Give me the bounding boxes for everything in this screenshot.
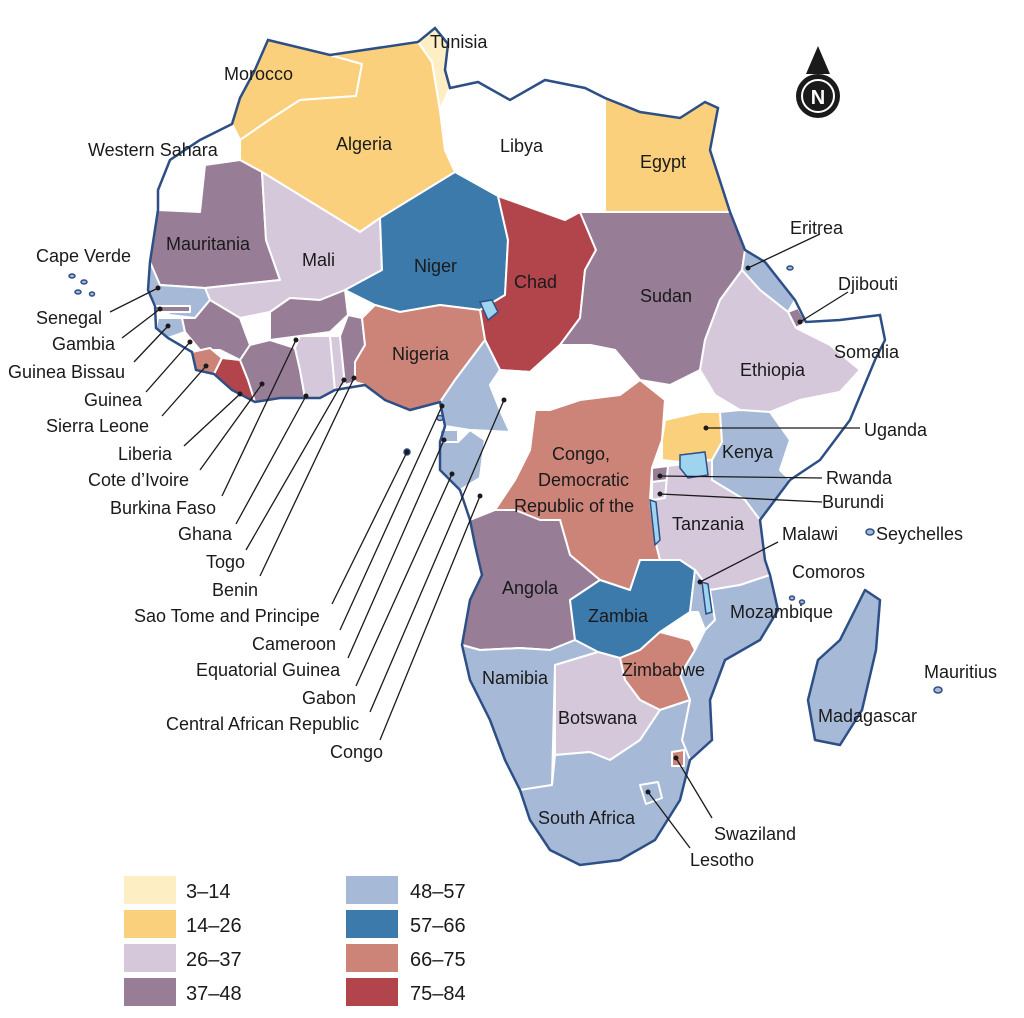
label-zambia: Zambia xyxy=(588,606,649,626)
legend-swatch-1 xyxy=(124,910,176,938)
legend-label-0: 3–14 xyxy=(186,881,231,903)
label-tanzania: Tanzania xyxy=(672,514,745,534)
label-ghana: Ghana xyxy=(178,524,233,544)
legend-label-4: 48–57 xyxy=(410,881,466,903)
legend-label-6: 66–75 xyxy=(410,949,466,971)
label-senegal: Senegal xyxy=(36,308,102,328)
label-botswana: Botswana xyxy=(558,708,638,728)
label-seychelles: Seychelles xyxy=(876,524,963,544)
label-sudan: Sudan xyxy=(640,286,692,306)
island-comoros-1 xyxy=(788,595,796,601)
label-congo: Congo xyxy=(330,742,383,762)
label-chad: Chad xyxy=(514,272,557,292)
label-djibouti: Djibouti xyxy=(838,274,898,294)
label-benin: Benin xyxy=(212,580,258,600)
country-lesotho xyxy=(639,781,663,805)
label-western-sahara: Western Sahara xyxy=(88,140,219,160)
label-burundi: Burundi xyxy=(822,492,884,512)
legend-label-1: 14–26 xyxy=(186,915,242,937)
label-drc-3: Republic of the xyxy=(514,496,634,516)
label-gambia: Gambia xyxy=(52,334,116,354)
label-swaziland: Swaziland xyxy=(714,824,796,844)
island-cape-verde-3 xyxy=(74,289,82,295)
label-ethiopia: Ethiopia xyxy=(740,360,806,380)
label-algeria: Algeria xyxy=(336,134,393,154)
label-nigeria: Nigeria xyxy=(392,344,450,364)
label-uganda: Uganda xyxy=(864,420,928,440)
label-mauritania: Mauritania xyxy=(166,234,251,254)
label-equatorial-guinea: Equatorial Guinea xyxy=(196,660,341,680)
lakes xyxy=(478,299,713,616)
leader-lines xyxy=(109,233,860,849)
legend-swatch-4 xyxy=(346,876,398,904)
label-cape-verde: Cape Verde xyxy=(36,246,131,266)
label-mali: Mali xyxy=(302,250,335,270)
legend: 3–14 14–26 26–37 37–48 48–57 57–66 66–75… xyxy=(124,876,466,1006)
country-labels: Tunisia Morocco Western Sahara Algeria L… xyxy=(8,32,997,870)
lake-malawi xyxy=(701,580,713,616)
north-arrow-icon: N xyxy=(796,46,840,118)
legend-label-3: 37–48 xyxy=(186,983,242,1005)
label-angola: Angola xyxy=(502,578,559,598)
country-shapes xyxy=(147,27,886,866)
label-burkina-faso: Burkina Faso xyxy=(110,498,216,518)
label-liberia: Liberia xyxy=(118,444,173,464)
label-morocco: Morocco xyxy=(224,64,293,84)
label-malawi: Malawi xyxy=(782,524,838,544)
label-zimbabwe: Zimbabwe xyxy=(622,660,705,680)
island-comoros-2 xyxy=(798,599,806,605)
label-somalia: Somalia xyxy=(834,342,900,362)
label-mauritius: Mauritius xyxy=(924,662,997,682)
legend-swatch-3 xyxy=(124,978,176,1006)
island-seychelles xyxy=(865,528,875,536)
lake-tanganyika xyxy=(649,498,661,547)
label-madagascar: Madagascar xyxy=(818,706,917,726)
label-eritrea: Eritrea xyxy=(790,218,844,238)
legend-label-2: 26–37 xyxy=(186,949,242,971)
legend-swatch-7 xyxy=(346,978,398,1006)
country-madagascar xyxy=(806,588,882,747)
label-lesotho: Lesotho xyxy=(690,850,754,870)
compass-letter: N xyxy=(811,87,825,109)
label-drc-2: Democratic xyxy=(538,470,629,490)
lake-victoria xyxy=(679,451,709,479)
label-sierra-leone: Sierra Leone xyxy=(46,416,149,436)
legend-label-5: 57–66 xyxy=(410,915,466,937)
label-rwanda: Rwanda xyxy=(826,468,893,488)
label-drc-1: Congo, xyxy=(552,444,610,464)
label-kenya: Kenya xyxy=(722,442,774,462)
label-guinea-bissau: Guinea Bissau xyxy=(8,362,125,382)
label-cote-divoire: Cote d’Ivoire xyxy=(88,470,189,490)
island-cape-verde-2 xyxy=(80,279,88,285)
label-cameroon: Cameroon xyxy=(252,634,336,654)
label-togo: Togo xyxy=(206,552,245,572)
island-mauritius xyxy=(933,686,943,694)
legend-label-7: 75–84 xyxy=(410,983,466,1005)
legend-swatch-5 xyxy=(346,910,398,938)
label-comoros: Comoros xyxy=(792,562,865,582)
label-sao-tome: Sao Tome and Principe xyxy=(134,606,320,626)
legend-swatch-0 xyxy=(124,876,176,904)
label-egypt: Egypt xyxy=(640,152,686,172)
label-namibia: Namibia xyxy=(482,668,549,688)
island-cape-verde-4 xyxy=(88,291,96,297)
lake-chad xyxy=(478,299,499,322)
label-south-africa: South Africa xyxy=(538,808,636,828)
legend-swatch-6 xyxy=(346,944,398,972)
island-cape-verde-1 xyxy=(68,273,76,279)
label-gabon: Gabon xyxy=(302,688,356,708)
label-guinea: Guinea xyxy=(84,390,143,410)
label-tunisia: Tunisia xyxy=(430,32,488,52)
island-eritrea-dahlak xyxy=(786,265,794,271)
coastline xyxy=(146,26,887,867)
legend-swatch-2 xyxy=(124,944,176,972)
label-car: Central African Republic xyxy=(166,714,359,734)
label-niger: Niger xyxy=(414,256,457,276)
label-mozambique: Mozambique xyxy=(730,602,833,622)
label-libya: Libya xyxy=(500,136,544,156)
